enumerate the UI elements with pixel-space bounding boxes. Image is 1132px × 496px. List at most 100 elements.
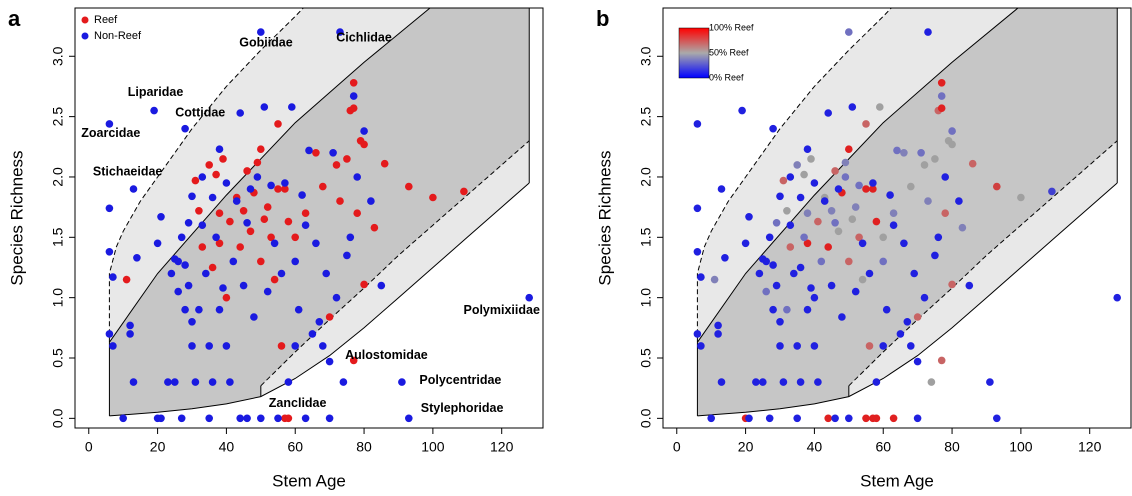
legend-label: Reef (94, 14, 118, 26)
data-point (236, 243, 244, 251)
data-point (879, 342, 887, 350)
data-point (851, 287, 860, 296)
data-point (993, 182, 1001, 191)
annotation: Liparidae (128, 85, 184, 99)
data-point (208, 193, 217, 202)
data-point (105, 330, 114, 338)
data-point (243, 219, 251, 227)
data-point (824, 243, 832, 251)
data-point (184, 281, 193, 290)
x-tick-label: 120 (490, 439, 514, 455)
data-point (958, 223, 967, 232)
y-tick-label: 0.0 (50, 408, 66, 428)
envelope-inner (697, 8, 1118, 416)
data-point (831, 219, 839, 227)
data-point (924, 197, 932, 205)
data-point (834, 227, 843, 236)
data-point (171, 378, 179, 386)
data-point (208, 378, 217, 386)
data-point (250, 313, 258, 321)
data-point (907, 182, 915, 191)
data-point (332, 161, 341, 169)
data-point (862, 414, 870, 423)
data-point (937, 356, 946, 365)
data-point (294, 305, 303, 314)
envelope-line (108, 8, 304, 343)
data-point (298, 191, 306, 199)
data-point (343, 251, 351, 260)
data-point (1048, 187, 1056, 196)
annotation: Aulostomidae (345, 348, 428, 362)
data-point (105, 120, 114, 128)
data-point (910, 269, 918, 278)
plot-area (693, 8, 1121, 423)
data-point (243, 167, 251, 175)
data-point (889, 414, 898, 423)
data-point (325, 414, 334, 423)
data-point (181, 305, 189, 314)
data-point (776, 342, 784, 350)
data-point (398, 378, 406, 386)
data-point (205, 342, 213, 350)
data-point (745, 213, 753, 221)
data-point (793, 414, 801, 423)
annotation: Stichaeidae (93, 164, 163, 178)
data-point (717, 378, 726, 386)
data-point (827, 281, 836, 290)
data-point (841, 173, 850, 181)
data-point (810, 293, 819, 302)
data-point (164, 378, 172, 386)
data-point (346, 233, 355, 242)
data-point (851, 203, 860, 211)
data-point (834, 185, 843, 193)
data-point (772, 281, 781, 290)
data-point (831, 414, 839, 423)
data-point (869, 179, 877, 187)
y-tick-label: 1.0 (50, 288, 66, 308)
data-point (762, 287, 770, 296)
data-point (838, 313, 846, 321)
data-point (893, 146, 901, 155)
data-point (253, 173, 262, 181)
data-point (937, 79, 946, 87)
data-point (776, 318, 784, 326)
data-point (188, 318, 196, 326)
panel-label: a (8, 6, 21, 31)
data-point (205, 161, 213, 169)
data-point (986, 378, 994, 386)
data-point (129, 185, 138, 193)
envelope-inner (109, 8, 530, 416)
panel-label: b (596, 6, 609, 31)
data-point (263, 287, 272, 296)
data-point (786, 221, 795, 229)
data-point (697, 342, 705, 350)
data-point (889, 221, 898, 229)
data-point (955, 197, 963, 205)
data-point (803, 305, 812, 314)
data-point (525, 293, 533, 302)
data-point (181, 124, 189, 133)
data-point (913, 313, 922, 321)
data-point (332, 293, 341, 302)
data-point (232, 197, 241, 205)
x-tick-label: 20 (738, 439, 754, 455)
data-point (122, 275, 131, 284)
data-point (105, 248, 114, 256)
data-point (202, 269, 210, 278)
data-point (174, 257, 182, 266)
envelope-line (848, 140, 1118, 387)
data-point (336, 28, 344, 36)
data-point (807, 155, 815, 163)
data-point (167, 269, 176, 278)
data-point (858, 239, 867, 248)
data-point (312, 239, 320, 248)
plot-area (105, 8, 533, 423)
data-point (150, 106, 158, 115)
data-point (845, 145, 853, 153)
data-point (215, 145, 224, 153)
data-point (301, 209, 310, 217)
y-axis-title: Species Richness (7, 150, 26, 285)
data-point (343, 155, 351, 163)
